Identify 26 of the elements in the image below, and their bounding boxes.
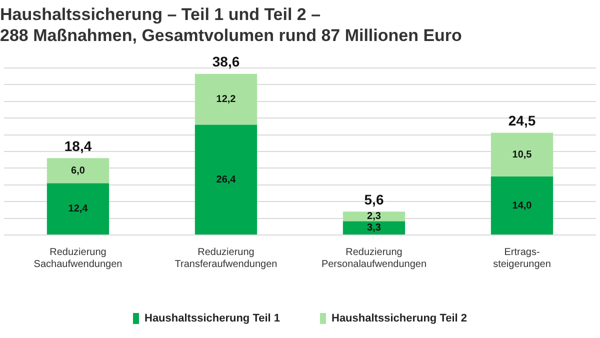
data-label: 2,3 (367, 211, 382, 222)
total-label: 38,6 (212, 54, 240, 70)
data-label: 12,2 (216, 94, 236, 106)
bar (46, 158, 110, 184)
x-tick-label: Reduzierung Sachaufwendungen (34, 246, 122, 270)
bar (490, 176, 554, 234)
x-tick-label: Ertrags- steigerungen (493, 246, 551, 270)
bar (194, 74, 258, 125)
bar (194, 124, 258, 234)
data-label: 12,4 (68, 204, 88, 215)
data-label: 14,0 (512, 200, 532, 212)
legend-label: Haushaltssicherung Teil 1 (144, 312, 280, 325)
data-label: 6,0 (71, 165, 86, 176)
total-label: 5,6 (364, 191, 384, 208)
x-tick-label: Reduzierung Personalaufwendungen (321, 246, 427, 270)
data-label: 26,4 (216, 174, 236, 186)
total-label: 18,4 (64, 138, 92, 154)
bar (490, 132, 554, 177)
total-label: 24,5 (508, 112, 536, 129)
bar (342, 221, 406, 234)
bar (46, 183, 110, 234)
legend-label: Haushaltssicherung Teil 2 (332, 312, 468, 325)
data-label: 10,5 (512, 149, 532, 160)
chart-title: Haushaltssicherung – Teil 1 und Teil 2 – 288 Maßnahmen, Gesamtvolumen rund 87 Millionen Euro (0, 4, 463, 46)
data-label: 3,3 (367, 222, 382, 234)
x-tick-label: Reduzierung Transferaufwendungen (174, 246, 278, 270)
